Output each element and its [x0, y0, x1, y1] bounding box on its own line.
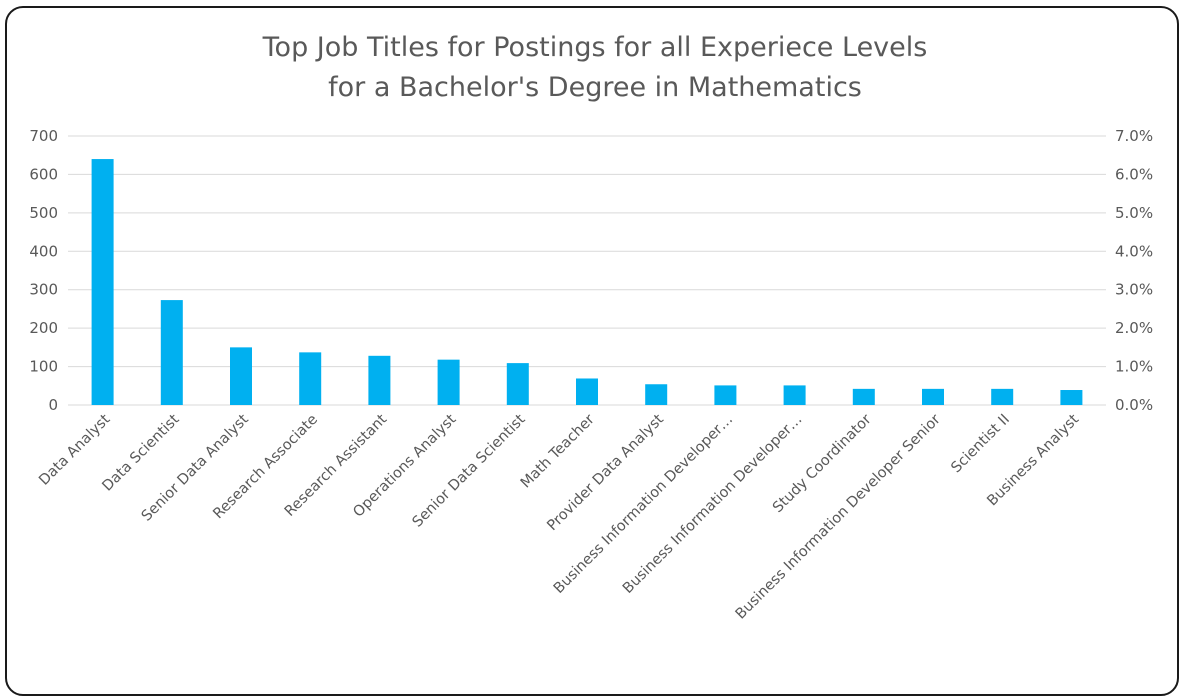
y-axis-tick-label: 700: [29, 127, 58, 145]
bar: [852, 388, 875, 405]
bar: [576, 378, 598, 405]
bar: [783, 385, 806, 405]
bar: [714, 385, 737, 405]
x-axis-category-label: Math Teacher: [518, 411, 598, 491]
y-axis-tick-label: 300: [29, 281, 58, 299]
y2-axis-tick-label: 4.0%: [1115, 242, 1153, 260]
y2-axis-tick-label: 7.0%: [1115, 127, 1153, 145]
bar: [91, 159, 114, 405]
y-axis-tick-label: 100: [29, 358, 58, 376]
x-axis-category-label: Scientist II: [948, 412, 1013, 477]
x-axis-category-label: Provider Data Analyst: [544, 411, 667, 534]
bar: [368, 355, 391, 405]
bar: [922, 388, 944, 405]
y-axis-tick-label: 600: [29, 165, 58, 183]
bar: [645, 384, 668, 405]
y2-axis-tick-label: 0.0%: [1115, 396, 1153, 414]
bar: [991, 388, 1014, 405]
y-axis-tick-label: 0: [48, 396, 58, 414]
chart-title: Top Job Titles for Postings for all Expe…: [0, 28, 1190, 108]
bar: [437, 359, 460, 405]
chart-title-line-2: for a Bachelor's Degree in Mathematics: [328, 72, 862, 103]
bar: [1060, 390, 1083, 405]
bar: [230, 347, 252, 405]
chart-frame: [5, 6, 1179, 696]
y2-axis-tick-label: 6.0%: [1115, 165, 1153, 183]
y-axis-tick-label: 500: [29, 204, 58, 222]
x-axis-category-label: Senior Data Scientist: [410, 411, 529, 530]
y2-axis-tick-label: 2.0%: [1115, 319, 1153, 337]
y2-axis-tick-label: 3.0%: [1115, 281, 1153, 299]
chart-title-line-1: Top Job Titles for Postings for all Expe…: [262, 32, 928, 63]
y2-axis-tick-label: 5.0%: [1115, 204, 1153, 222]
y2-axis-tick-label: 1.0%: [1115, 358, 1153, 376]
bar: [506, 363, 529, 405]
y-axis-tick-label: 200: [29, 319, 58, 337]
bar: [299, 352, 322, 405]
x-axis-category-label: Data Analyst: [36, 411, 113, 488]
bar: [160, 300, 183, 405]
y-axis-tick-label: 400: [29, 242, 58, 260]
